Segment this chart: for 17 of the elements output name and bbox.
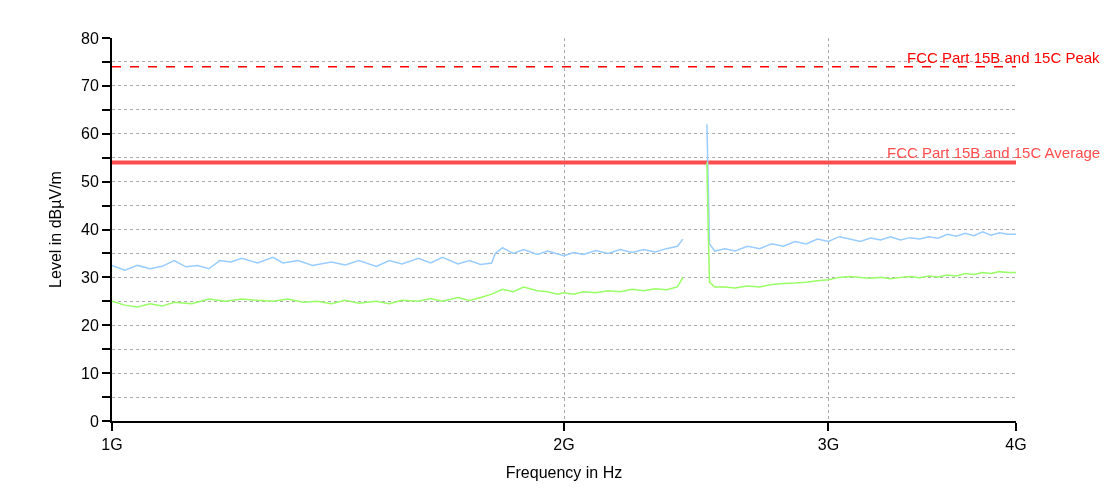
y-tick-label: 10 [81, 364, 99, 382]
ref-line-label: FCC Part 15B and 15C Average [887, 144, 1101, 161]
y-tick-label: 30 [81, 268, 99, 286]
y-tick-label: 20 [81, 316, 99, 334]
y-tick-label: 80 [81, 29, 99, 47]
x-tick-label: 2G [553, 436, 575, 454]
y-tick-label: 40 [81, 221, 99, 239]
y-tick-label: 50 [81, 173, 99, 191]
y-tick-label: 60 [81, 125, 99, 143]
y-axis-title: Level in dBµV/m [47, 171, 65, 288]
ref-line-label: FCC Part 15B and 15C Peak [907, 49, 1101, 66]
x-tick-label: 4G [1005, 436, 1027, 454]
y-tick-label: 0 [89, 412, 99, 430]
x-tick-label: 3G [817, 436, 840, 454]
y-tick-label: 70 [81, 77, 99, 95]
x-axis-title: Frequency in Hz [505, 464, 623, 482]
x-tick-label: 1G [101, 436, 123, 454]
